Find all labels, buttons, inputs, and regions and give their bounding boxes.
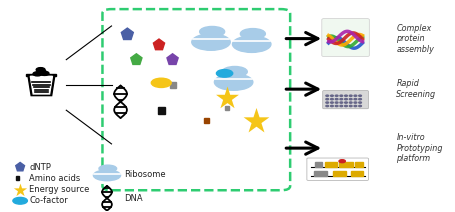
Circle shape <box>339 95 342 96</box>
Ellipse shape <box>240 29 265 39</box>
Text: Complex
protein
assembly: Complex protein assembly <box>395 24 433 53</box>
Text: Rapid
Screening: Rapid Screening <box>395 80 435 99</box>
Circle shape <box>353 105 356 107</box>
Circle shape <box>358 99 361 100</box>
Bar <box>169 82 175 88</box>
Bar <box>350 171 362 176</box>
Circle shape <box>13 197 27 204</box>
Text: In-vitro
Prototyping
platform: In-vitro Prototyping platform <box>395 133 442 163</box>
Text: DNA: DNA <box>123 194 142 203</box>
Circle shape <box>151 78 171 88</box>
Circle shape <box>353 99 356 100</box>
Circle shape <box>358 95 361 96</box>
Bar <box>354 162 363 167</box>
Circle shape <box>344 102 347 103</box>
Text: Ribosome: Ribosome <box>123 170 165 179</box>
Circle shape <box>216 70 232 77</box>
Text: Co-factor: Co-factor <box>29 196 68 205</box>
Polygon shape <box>153 39 164 50</box>
Circle shape <box>358 102 361 103</box>
Circle shape <box>325 99 328 100</box>
Polygon shape <box>26 74 56 76</box>
Circle shape <box>330 99 333 100</box>
Circle shape <box>349 95 351 96</box>
Circle shape <box>334 105 337 107</box>
Polygon shape <box>131 54 142 64</box>
FancyBboxPatch shape <box>306 158 368 180</box>
Text: Energy source: Energy source <box>29 185 89 194</box>
Circle shape <box>37 70 46 74</box>
Circle shape <box>344 99 347 100</box>
Circle shape <box>40 71 49 75</box>
Circle shape <box>330 95 333 96</box>
Circle shape <box>334 95 337 96</box>
FancyBboxPatch shape <box>102 9 289 190</box>
Ellipse shape <box>222 67 247 77</box>
Point <box>222 96 230 99</box>
Point <box>252 119 259 123</box>
Ellipse shape <box>214 74 252 90</box>
Circle shape <box>353 102 356 103</box>
Circle shape <box>339 105 342 107</box>
Circle shape <box>344 95 347 96</box>
Bar <box>224 106 229 110</box>
Circle shape <box>325 105 328 107</box>
Circle shape <box>36 68 45 72</box>
Ellipse shape <box>192 34 230 50</box>
Bar <box>157 107 164 114</box>
Text: dNTP: dNTP <box>29 163 51 172</box>
Bar <box>338 162 352 167</box>
Ellipse shape <box>232 36 270 52</box>
Polygon shape <box>28 76 55 96</box>
Polygon shape <box>121 28 133 39</box>
Bar <box>313 171 327 176</box>
Circle shape <box>339 102 342 103</box>
Ellipse shape <box>99 165 116 172</box>
Text: Amino acids: Amino acids <box>29 174 80 183</box>
Circle shape <box>344 105 347 107</box>
Circle shape <box>353 95 356 96</box>
Circle shape <box>334 102 337 103</box>
Circle shape <box>339 99 342 100</box>
Polygon shape <box>167 54 178 64</box>
Circle shape <box>349 105 351 107</box>
Circle shape <box>325 102 328 103</box>
Point <box>16 188 24 191</box>
Circle shape <box>325 95 328 96</box>
Circle shape <box>330 102 333 103</box>
Bar <box>15 176 20 180</box>
Circle shape <box>330 105 333 107</box>
Polygon shape <box>16 162 25 171</box>
Circle shape <box>349 102 351 103</box>
Polygon shape <box>30 76 52 94</box>
Bar <box>204 119 208 123</box>
Bar <box>314 162 322 167</box>
Circle shape <box>334 99 337 100</box>
Circle shape <box>349 99 351 100</box>
Circle shape <box>33 72 42 76</box>
Circle shape <box>358 105 361 107</box>
Ellipse shape <box>199 26 224 37</box>
Circle shape <box>338 160 344 163</box>
FancyBboxPatch shape <box>322 91 368 109</box>
Bar <box>333 171 345 176</box>
Ellipse shape <box>93 170 120 181</box>
Bar <box>325 162 336 167</box>
FancyBboxPatch shape <box>321 19 369 57</box>
